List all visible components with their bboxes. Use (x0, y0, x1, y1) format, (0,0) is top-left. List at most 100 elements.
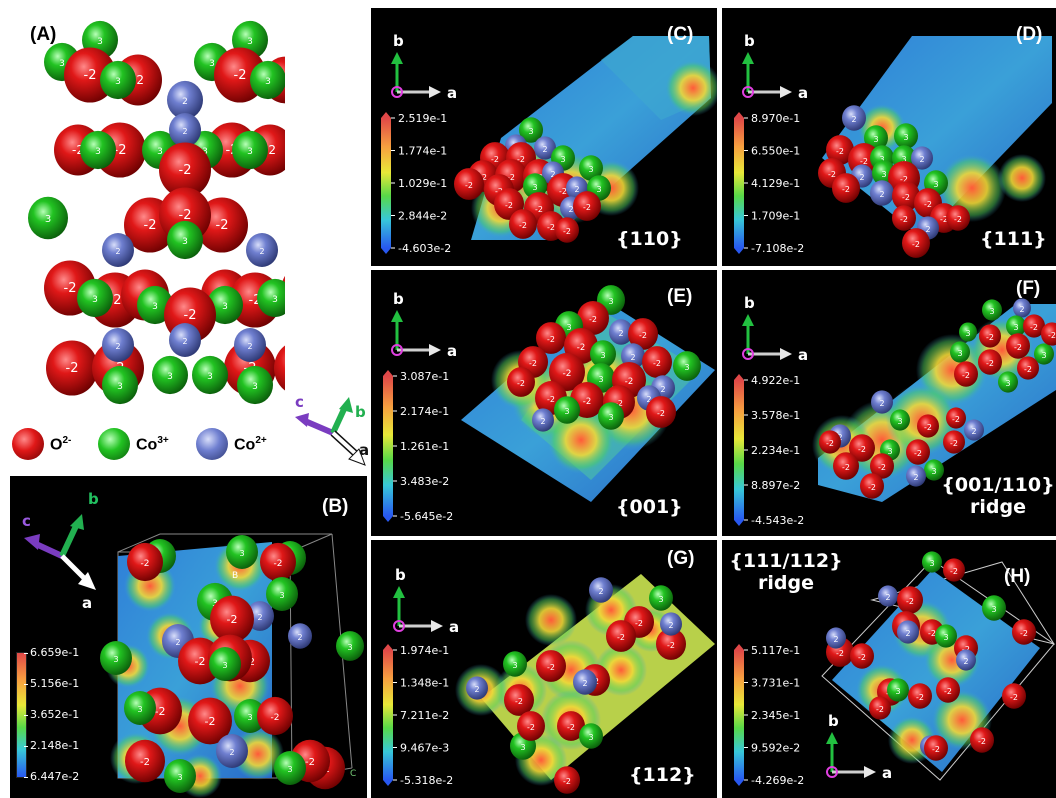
svg-text:-2: -2 (928, 629, 936, 638)
cobalt3-ion: 3 (894, 123, 918, 149)
svg-text:3: 3 (247, 37, 253, 47)
axis-a-label: a (447, 342, 457, 360)
svg-text:-2: -2 (305, 757, 315, 768)
oxygen-ion: -2 (832, 173, 860, 203)
charge-density-slice-g: ba1.974e-11.348e-17.211e-29.467e-3-5.318… (383, 566, 715, 794)
svg-text:2: 2 (630, 353, 635, 362)
svg-text:3: 3 (879, 155, 884, 164)
colorbar-tick: 3.087e-1 (400, 370, 449, 383)
panel-label: (F) (1016, 278, 1041, 299)
panel-label: (C) (667, 24, 694, 45)
cobalt3-ion: 3 (137, 285, 173, 325)
oxygen-ion: -2 (127, 542, 163, 582)
svg-text:-2: -2 (589, 315, 597, 324)
axis-gizmo: ba (826, 712, 892, 782)
colorbar-tick: 6.659e-1 (23, 646, 80, 659)
cobalt3-ion: 3 (336, 631, 364, 661)
cobalt3-ion: 3 (124, 691, 156, 725)
panel-e: b a 3.087e-1 2.174e-1 1.261e-1 3.483e-2 -5.645… (371, 270, 717, 536)
cobalt2-ion: 2 (246, 233, 278, 267)
oxygen-ion: -2 (979, 324, 1001, 348)
svg-text:-2: -2 (491, 155, 499, 164)
svg-text:3: 3 (566, 323, 571, 332)
oxygen-ion: -2 (1006, 333, 1030, 359)
axis-b-label: b (744, 294, 755, 312)
svg-text:2: 2 (257, 613, 262, 622)
cobalt2-ion: 2 (878, 585, 898, 607)
svg-text:-2: -2 (860, 157, 868, 166)
colorbar-tick: 3.578e-1 (751, 409, 800, 422)
svg-text:-2: -2 (858, 445, 866, 454)
oxygen-ion: -2 (577, 301, 609, 335)
svg-text:-2: -2 (868, 483, 876, 492)
svg-text:3: 3 (202, 147, 208, 157)
cobalt3-ion: 3 (226, 535, 258, 569)
svg-text:-2: -2 (547, 395, 555, 404)
svg-text:2: 2 (182, 127, 187, 136)
colorbar-tick: 6.447e-2 (23, 770, 80, 783)
svg-text:3: 3 (1041, 351, 1046, 360)
cobalt3-ball-icon (98, 428, 130, 460)
cobalt2-ion: 2 (911, 146, 933, 170)
svg-text:3: 3 (512, 661, 517, 670)
colorbar: 3.087e-1 2.174e-1 1.261e-1 3.483e-2 -5.645e-… (383, 370, 453, 523)
svg-text:3: 3 (588, 165, 593, 174)
svg-text:-2: -2 (952, 415, 960, 424)
cobalt2-ion: 2 (169, 323, 201, 357)
oxygen-ion: -2 (860, 473, 884, 499)
svg-text:-2: -2 (559, 187, 567, 196)
svg-text:-2: -2 (547, 663, 555, 672)
svg-text:-2: -2 (615, 399, 623, 408)
svg-text:2: 2 (582, 679, 587, 688)
axis-a-label: a (82, 594, 93, 612)
cobalt3-ion: 3 (1034, 343, 1054, 365)
svg-text:-2: -2 (932, 745, 940, 754)
cobalt2-ion: 2 (964, 419, 984, 441)
svg-text:3: 3 (520, 743, 525, 752)
axis-a-label: a (882, 764, 892, 782)
oxygen-ion: -2 (1023, 314, 1045, 338)
svg-text:2: 2 (182, 337, 187, 346)
oxygen-ion: -2 (819, 430, 841, 454)
oxygen-ion: -2 (274, 345, 285, 391)
svg-text:2: 2 (668, 621, 673, 630)
legend-co2-sup: 2+ (255, 435, 267, 446)
svg-text:3: 3 (222, 302, 228, 312)
axis-gizmo: ba (391, 32, 457, 102)
svg-text:2: 2 (879, 190, 884, 199)
oxygen-ion: -2 (946, 205, 970, 231)
oxygen-ion: -2 (517, 711, 545, 741)
svg-text:3: 3 (347, 643, 352, 652)
cobalt2-ion: 2 (870, 180, 894, 206)
svg-text:3: 3 (222, 661, 227, 670)
colorbar-tick: -7.108e-2 (751, 242, 804, 255)
cobalt2-ion: 2 (1013, 298, 1031, 318)
legend-o-sup: 2- (62, 435, 72, 446)
svg-text:3: 3 (212, 599, 218, 609)
cobalt3-ion: 3 (28, 196, 68, 240)
legend-o-base: O (50, 436, 63, 454)
ion-legend: O2- Co3+ Co2+ (10, 418, 285, 470)
svg-text:3: 3 (182, 237, 188, 247)
svg-text:-2: -2 (836, 147, 844, 156)
svg-text:C: C (350, 769, 356, 779)
svg-text:-2: -2 (583, 397, 591, 407)
svg-text:2: 2 (474, 685, 479, 694)
svg-text:3: 3 (117, 382, 123, 392)
svg-text:3: 3 (247, 147, 253, 157)
oxygen-ion: -2 (849, 434, 875, 462)
cobalt3-ion: 3 (959, 322, 977, 342)
svg-text:-2: -2 (505, 201, 513, 210)
svg-text:-2: -2 (114, 143, 127, 158)
svg-text:-2: -2 (465, 181, 473, 190)
svg-text:-2: -2 (826, 439, 834, 448)
svg-text:3: 3 (113, 655, 118, 664)
svg-text:2: 2 (879, 399, 884, 408)
svg-text:3: 3 (989, 307, 994, 316)
svg-text:-2: -2 (1014, 343, 1022, 352)
svg-text:-2: -2 (924, 423, 932, 432)
colorbar-tick: 7.211e-2 (400, 709, 449, 722)
svg-text:2: 2 (618, 329, 623, 338)
axis-a-label: a (798, 346, 808, 364)
oxygen-ion: -2 (554, 766, 580, 794)
